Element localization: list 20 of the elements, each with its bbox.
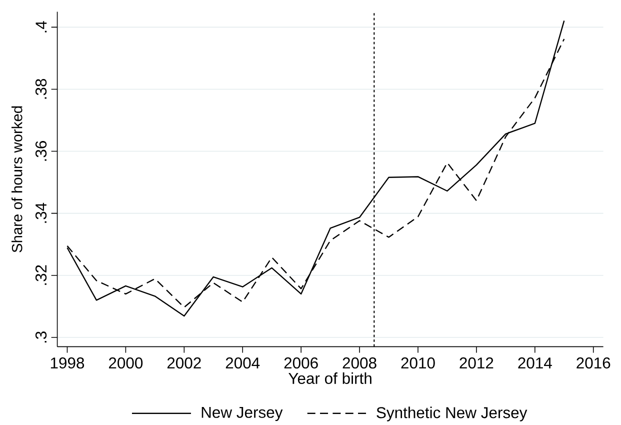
y-tick-label: .32 — [35, 265, 47, 285]
y-tick-label: .4 — [36, 21, 47, 32]
x-tick-label: 2016 — [576, 357, 610, 369]
x-tick-label: 2000 — [108, 357, 143, 369]
x-tick-label: 2010 — [401, 357, 435, 369]
x-tick-label: 2014 — [518, 357, 552, 369]
legend-label: Synthetic New Jersey — [376, 406, 528, 422]
x-tick-label: 2012 — [460, 357, 494, 369]
x-tick-label: 1998 — [50, 357, 84, 369]
x-tick-label: 2004 — [226, 357, 260, 369]
legend-label: New Jersey — [202, 406, 283, 422]
x-tick-label: 2008 — [342, 357, 376, 369]
x-tick-label: 2002 — [167, 357, 201, 369]
x-tick-label: 2006 — [284, 357, 318, 369]
y-tick-label: .38 — [35, 78, 47, 99]
y-tick-label: .34 — [35, 202, 47, 223]
y-axis-title: Share of hours worked — [12, 106, 22, 252]
x-axis-title: Year of birth — [288, 372, 372, 384]
y-tick-label: .3 — [35, 332, 47, 343]
y-tick-label: .36 — [35, 141, 47, 161]
